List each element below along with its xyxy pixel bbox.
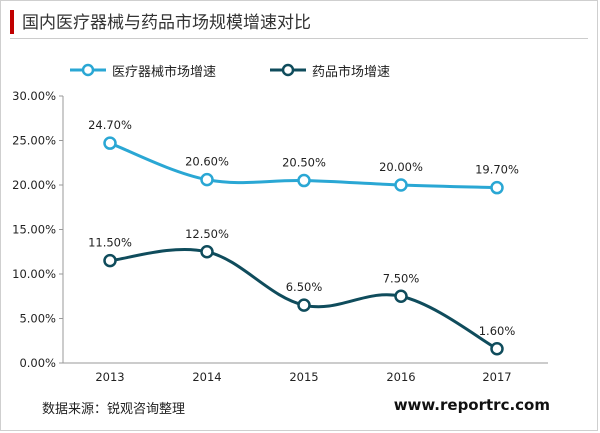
data-source-note: 数据来源：锐观咨询整理 — [42, 402, 186, 417]
title-accent-bar — [10, 10, 14, 34]
website-url: www.reportrc.com — [393, 396, 550, 414]
data-label: 20.00% — [379, 160, 423, 174]
data-label: 19.70% — [475, 163, 519, 177]
data-label: 20.60% — [185, 155, 229, 169]
data-point — [103, 136, 117, 150]
data-point — [103, 253, 117, 268]
data-point — [200, 172, 214, 187]
legend-swatch-drug-growth — [270, 63, 306, 77]
legend-item-device-growth: 医疗器械市场增速 — [70, 60, 216, 80]
legend-swatch-device-growth — [70, 63, 106, 77]
legend-label-device-growth: 医疗器械市场增速 — [112, 64, 217, 80]
y-tick-label: 5.00% — [19, 312, 56, 326]
y-tick-label: 15.00% — [12, 223, 56, 237]
y-tick-label: 25.00% — [12, 134, 56, 148]
chart-legend: 医疗器械市场增速 药品市场增速 — [0, 60, 600, 80]
y-tick-label: 10.00% — [12, 267, 56, 281]
data-label: 12.50% — [185, 227, 229, 241]
data-point — [297, 298, 311, 312]
y-tick-label: 0.00% — [19, 356, 56, 370]
data-label: 7.50% — [383, 271, 420, 285]
x-tick-label: 2015 — [289, 370, 318, 384]
legend-label-drug-growth: 药品市场增速 — [312, 64, 391, 80]
x-tick-label: 2016 — [386, 370, 415, 384]
data-point — [297, 173, 311, 188]
chart-title: 国内医疗器械与药品市场规模增速对比 — [22, 13, 311, 33]
data-point — [394, 178, 408, 192]
data-point — [394, 289, 408, 303]
data-point — [490, 180, 504, 195]
data-label: 11.50% — [88, 236, 132, 250]
y-tick-label: 20.00% — [12, 178, 56, 192]
data-point — [200, 245, 214, 259]
data-point — [490, 342, 504, 356]
legend-item-drug-growth: 药品市场增速 — [270, 60, 390, 80]
data-label: 6.50% — [286, 280, 323, 294]
y-tick-label: 30.00% — [12, 89, 56, 103]
x-tick-label: 2013 — [95, 370, 124, 384]
title-divider — [10, 38, 588, 39]
x-tick-label: 2014 — [192, 370, 221, 384]
data-label: 20.50% — [282, 156, 326, 170]
data-label: 24.70% — [88, 118, 132, 132]
x-tick-label: 2017 — [482, 370, 511, 384]
data-label: 1.60% — [479, 324, 516, 338]
